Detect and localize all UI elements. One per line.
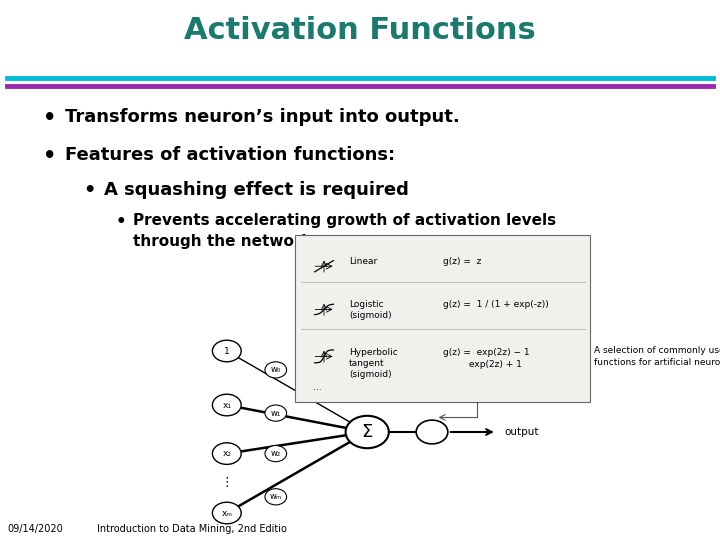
Text: Features of activation functions:: Features of activation functions: — [65, 146, 395, 164]
Circle shape — [212, 340, 241, 362]
Text: Prevents accelerating growth of activation levels: Prevents accelerating growth of activati… — [133, 213, 557, 228]
Circle shape — [346, 416, 389, 448]
Text: w₀: w₀ — [271, 366, 281, 374]
Text: A selection of commonly used activation
functions for artificial neurons.: A selection of commonly used activation … — [594, 346, 720, 367]
Text: •: • — [83, 181, 95, 200]
Circle shape — [265, 446, 287, 462]
Text: through the network.: through the network. — [133, 234, 318, 249]
Text: Logistic
(sigmoid): Logistic (sigmoid) — [349, 300, 392, 320]
Text: output: output — [504, 427, 539, 437]
Text: 09/14/2020: 09/14/2020 — [7, 523, 63, 534]
Circle shape — [416, 420, 448, 444]
Text: A squashing effect is required: A squashing effect is required — [104, 181, 409, 199]
Circle shape — [212, 443, 241, 464]
FancyBboxPatch shape — [295, 235, 590, 402]
Text: g(z) =  1 / (1 + exp(-z)): g(z) = 1 / (1 + exp(-z)) — [443, 300, 549, 309]
Circle shape — [265, 489, 287, 505]
Text: g(z) =  exp(2z) − 1
         exp(2z) + 1: g(z) = exp(2z) − 1 exp(2z) + 1 — [443, 348, 529, 369]
Text: ...: ... — [313, 382, 322, 392]
Text: •: • — [43, 146, 57, 166]
Circle shape — [212, 394, 241, 416]
Text: •: • — [115, 213, 126, 231]
Text: Hyperbolic
tangent
(sigmoid): Hyperbolic tangent (sigmoid) — [349, 348, 398, 380]
Text: Σ: Σ — [361, 423, 373, 441]
Text: Introduction to Data Mining, 2nd Editio: Introduction to Data Mining, 2nd Editio — [97, 523, 287, 534]
Text: w₂: w₂ — [271, 449, 281, 458]
Text: ⋮: ⋮ — [220, 476, 233, 489]
Circle shape — [265, 362, 287, 378]
Text: Transforms neuron’s input into output.: Transforms neuron’s input into output. — [65, 108, 459, 126]
Text: w₁: w₁ — [271, 409, 281, 417]
Text: xₘ: xₘ — [221, 509, 233, 517]
Text: Linear: Linear — [349, 256, 377, 266]
Text: x₂: x₂ — [222, 449, 231, 458]
Text: •: • — [43, 108, 57, 128]
Text: 1: 1 — [224, 347, 230, 355]
Circle shape — [212, 502, 241, 524]
Circle shape — [265, 405, 287, 421]
Text: g(z) =  z: g(z) = z — [443, 256, 481, 266]
Text: Activation Functions: Activation Functions — [184, 16, 536, 45]
Text: wₘ: wₘ — [270, 492, 282, 501]
Text: x₁: x₁ — [222, 401, 231, 409]
